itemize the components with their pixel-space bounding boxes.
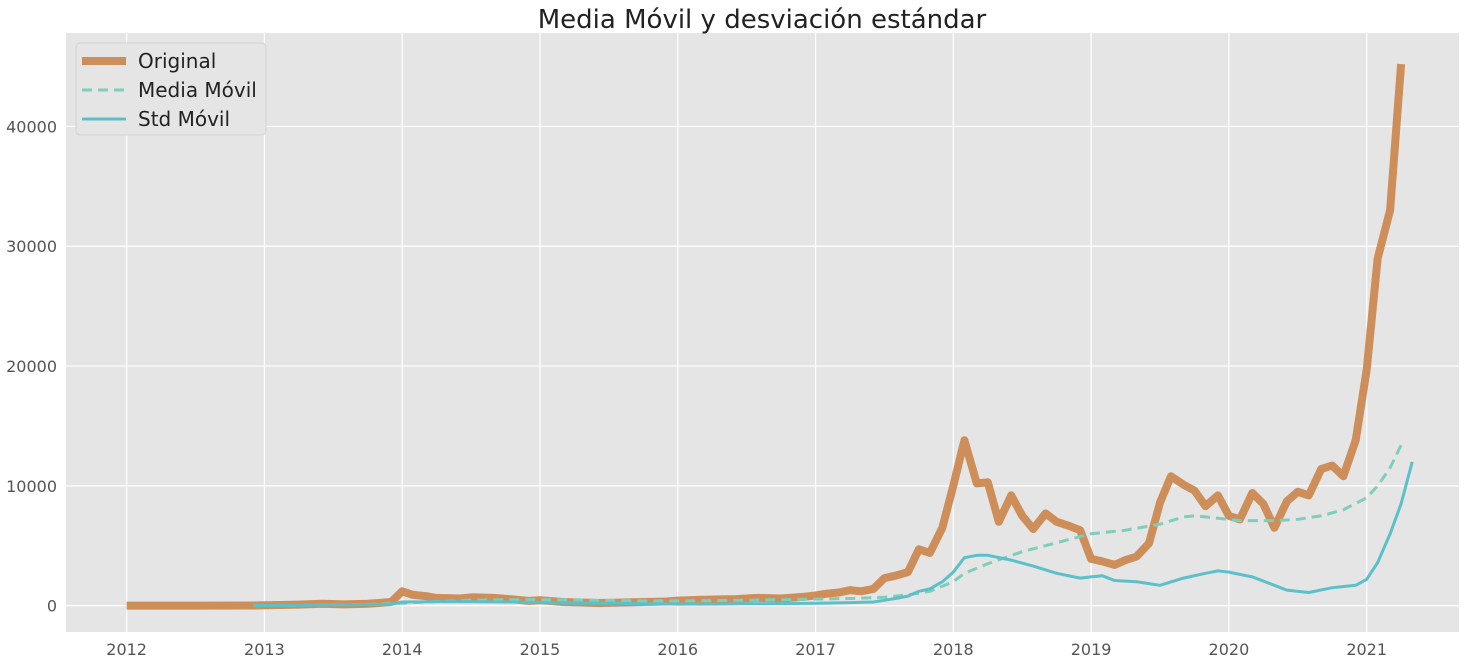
- y-tick-label: 40000: [6, 117, 57, 136]
- x-tick-label: 2012: [106, 640, 147, 659]
- x-tick-label: 2014: [382, 640, 423, 659]
- x-tick-label: 2017: [795, 640, 836, 659]
- x-tick-label: 2019: [1071, 640, 1112, 659]
- x-tick-label: 2016: [657, 640, 698, 659]
- series-line-std-m-vil: [253, 461, 1414, 608]
- x-axis-ticks: 2012 2013 2014 2015 2016 2017 2018 2019 2020 2021: [106, 640, 1387, 659]
- x-tick-label: 2020: [1209, 640, 1250, 659]
- chart-title: Media Móvil y desviación estándar: [538, 5, 987, 35]
- plot-area: [66, 33, 1459, 632]
- legend-label: Media Móvil: [138, 78, 257, 102]
- legend-label: Original: [138, 49, 216, 73]
- series-layer: [126, 63, 1414, 610]
- x-tick-label: 2018: [933, 640, 974, 659]
- legend: Original Media Móvil Std Móvil: [75, 42, 267, 136]
- x-tick-label: 2015: [520, 640, 561, 659]
- legend-label: Std Móvil: [138, 107, 230, 131]
- series-line-media-m-vil: [253, 444, 1403, 608]
- y-tick-label: 0: [47, 597, 57, 616]
- x-tick-label: 2013: [244, 640, 285, 659]
- legend-box: [75, 42, 267, 136]
- series-line-original: [126, 63, 1406, 610]
- y-tick-label: 10000: [6, 477, 57, 496]
- y-tick-label: 30000: [6, 237, 57, 256]
- y-tick-label: 20000: [6, 357, 57, 376]
- y-axis-ticks: 0 10000 20000 30000 40000: [6, 117, 57, 615]
- x-tick-label: 2021: [1346, 640, 1387, 659]
